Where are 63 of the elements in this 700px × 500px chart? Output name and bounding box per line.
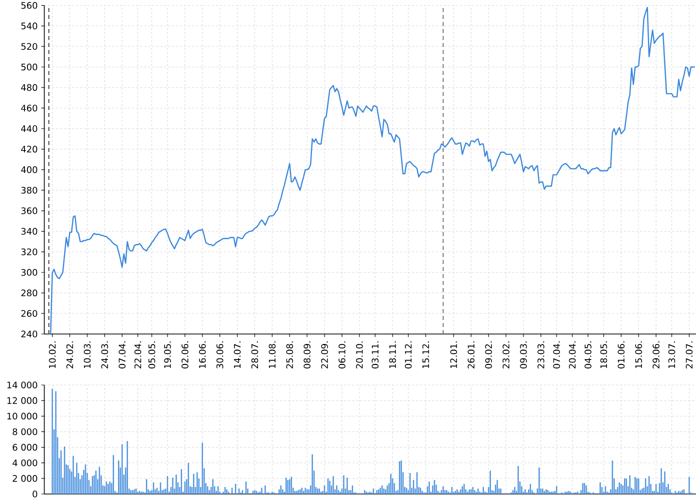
y-tick-label: 420 [21, 146, 38, 153]
x-tick-label: 24.03. [101, 341, 108, 368]
y-tick-label: 280 [21, 290, 38, 296]
y-tick-label: 340 [21, 228, 38, 235]
x-tick-label: 30.06. [216, 341, 224, 368]
y-tick-label: 460 [21, 104, 38, 112]
x-tick-label: 06.10. [338, 341, 346, 368]
x-tick-label: 07.04. [118, 341, 126, 368]
y-tick-label: 440 [21, 125, 38, 132]
x-tick-label: 20.10. [356, 341, 363, 368]
x-tick-label: 01.06. [618, 341, 625, 368]
x-tick-label: 18.11. [389, 341, 396, 368]
x-tick-label: 11.08. [268, 341, 276, 368]
y-tick-label: 560 [21, 2, 38, 9]
x-tick-label: 12.01. [450, 341, 458, 368]
x-tick-label: 07.04. [553, 341, 560, 368]
y-tick-label: 6 000 [12, 444, 38, 451]
x-tick-label: 15.12. [422, 341, 430, 368]
y-tick-label: 0 [32, 490, 38, 498]
y-tick-label: 380 [21, 186, 38, 194]
x-tick-label: 16.06. [198, 341, 206, 368]
x-tick-label: 15.06. [635, 341, 642, 368]
y-tick-label: 260 [21, 310, 38, 317]
x-tick-label: 10.03. [84, 341, 91, 368]
x-tick-label: 14.07. [234, 341, 241, 368]
y-tick-label: 14 000 [7, 382, 38, 388]
y-tick-label: 2 000 [12, 475, 38, 482]
x-tick-label: 23.02. [502, 341, 510, 368]
y-tick-label: 240 [21, 330, 38, 338]
x-tick-label: 05.05. [148, 341, 156, 368]
x-tick-label: 29.06. [652, 341, 660, 368]
x-tick-label: 23.03. [538, 341, 544, 368]
x-tick-label: 20.04. [568, 341, 576, 368]
x-tick-label: 02.06. [182, 341, 188, 368]
x-tick-label: 10.02. [48, 341, 56, 368]
y-tick-label: 300 [21, 268, 38, 276]
x-tick-label: 04.05. [584, 341, 592, 368]
x-tick-label: 03.11. [372, 341, 379, 368]
x-tick-label: 09.03. [520, 341, 527, 368]
x-tick-label: 22.04. [134, 341, 142, 368]
y-tick-label: 12 000 [7, 397, 38, 404]
x-tick-label: 09.02. [485, 341, 492, 368]
y-tick-label: 400 [21, 166, 38, 174]
y-tick-label: 320 [21, 248, 38, 256]
y-tick-label: 4 000 [12, 459, 38, 466]
x-tick-label: 19.05. [164, 341, 171, 368]
x-tick-label: 01.12. [404, 341, 412, 368]
x-tick-label: 08.09. [304, 341, 310, 368]
x-tick-label: 27.07. [686, 341, 693, 368]
x-tick-label: 28.07. [251, 341, 258, 368]
x-tick-label: 24.02. [66, 341, 74, 368]
x-tick-label: 18.05. [600, 341, 608, 368]
x-tick-label: 26.01. [468, 341, 474, 368]
y-tick-label: 10 000 [7, 412, 38, 420]
y-tick-label: 8 000 [12, 428, 38, 436]
y-tick-label: 540 [21, 22, 38, 30]
x-tick-label: 13.07. [668, 341, 676, 368]
y-tick-label: 360 [21, 207, 38, 214]
x-tick-label: 22.09. [321, 341, 328, 368]
y-tick-label: 520 [21, 43, 38, 50]
y-tick-label: 500 [21, 64, 38, 70]
y-tick-label: 480 [21, 84, 38, 91]
x-tick-label: 25.08. [286, 341, 294, 368]
